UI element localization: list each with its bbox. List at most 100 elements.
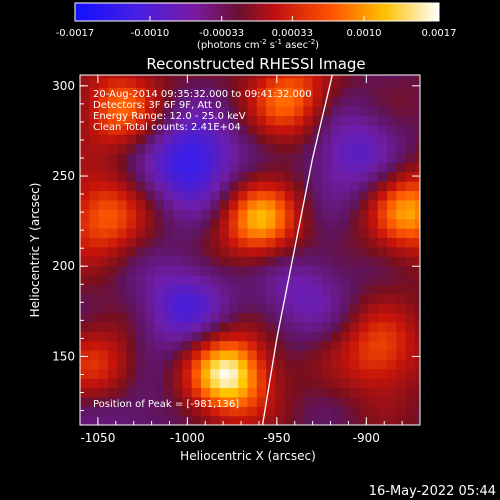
heatmap-cell [247,274,258,285]
heatmap-cell [359,152,370,163]
heatmap-cell [266,143,277,154]
heatmap-cell [191,209,202,220]
heatmap-cell [331,199,342,210]
heatmap-cell [228,331,239,342]
heatmap-cell [387,378,397,389]
heatmap-cell [284,321,295,332]
heatmap-cell [98,218,109,229]
heatmap-cell [135,96,146,107]
heatmap-cell [321,265,332,276]
heatmap-cell [228,265,239,276]
heatmap-cell [154,349,165,360]
heatmap-cell [377,387,388,398]
heatmap-cell [228,171,239,182]
heatmap-cell [396,115,407,126]
heatmap-cell [154,96,165,107]
heatmap-cell [89,237,100,248]
heatmap-cell [331,274,342,285]
heatmap-cell [368,274,379,285]
heatmap-cell [349,293,360,304]
heatmap-cell [135,274,146,285]
heatmap-cell [107,256,118,267]
heatmap-cell [163,124,174,135]
heatmap-cell [89,227,100,238]
heatmap-cell [359,237,370,248]
heatmap-cell [368,415,379,425]
heatmap-cell [303,265,314,276]
heatmap-cell [359,368,370,379]
heatmap-cell [331,340,342,351]
heatmap-cell [135,227,146,238]
heatmap-cell [154,75,165,79]
heatmap-cell [377,152,388,163]
heatmap-cell [163,312,174,323]
heatmap-cell [238,152,249,163]
heatmap-cell [349,312,360,323]
heatmap-cell [321,190,332,201]
heatmap-cell [256,237,267,248]
heatmap-cell [107,349,118,360]
heatmap-cell [331,115,342,126]
heatmap-cell [312,331,323,342]
annotation-energy-range: Energy Range: 12.0 - 25.0 keV [93,111,246,122]
heatmap-cell [107,162,118,173]
heatmap-cell [89,265,100,276]
heatmap-cell [275,331,286,342]
heatmap-cell [228,115,239,126]
heatmap-cell [247,303,258,314]
heatmap-cell [256,246,267,257]
heatmap-cell [387,246,397,257]
heatmap-cell [126,162,137,173]
heatmap-cell [303,312,314,323]
heatmap-cell [340,340,351,351]
heatmap-cell [107,199,118,210]
heatmap-cell [89,284,100,295]
heatmap-cell [266,106,277,117]
heatmap-cell [256,75,267,79]
heatmap-cell [266,190,277,201]
heatmap-cell [349,227,360,238]
heatmap-cell [349,190,360,201]
heatmap-cell [331,284,342,295]
heatmap-cell [163,340,174,351]
heatmap-cell [284,75,295,79]
heatmap-cell [126,246,137,257]
heatmap-cell [405,284,416,295]
heatmap-cell [107,396,118,407]
heatmap-cell [396,265,407,276]
heatmap-cell [182,359,193,370]
heatmap-cell [303,237,314,248]
heatmap-cell [396,396,407,407]
heatmap-cell [312,106,323,117]
heatmap-cell [312,124,323,135]
heatmap-cell [200,87,211,98]
heatmap-cell [256,331,267,342]
heatmap-cell [368,199,379,210]
heatmap-cell [135,75,146,79]
heatmap-cell [256,152,267,163]
heatmap-cell [173,124,183,135]
heatmap-cell [219,415,230,425]
heatmap-cell [294,115,304,126]
heatmap-cell [89,406,100,417]
heatmap-cell [173,331,183,342]
heatmap-cell [368,256,379,267]
heatmap-cell [349,237,360,248]
heatmap-cell [294,152,304,163]
heatmap-cell [117,321,128,332]
heatmap-cell [126,96,137,107]
heatmap-cell [191,293,202,304]
heatmap-cell [368,246,379,257]
heatmap-cell [303,415,314,425]
heatmap-cell [173,209,183,220]
heatmap-cell [219,246,230,257]
heatmap-cell [256,115,267,126]
heatmap-cell [191,227,202,238]
colorbar: -0.0017 -0.0010 -0.00033 0.00033 0.0010 0.001… [56,2,457,51]
heatmap-cell [117,415,128,425]
heatmap-cell [89,181,100,192]
heatmap-cell [219,124,230,135]
heatmap-cell [377,321,388,332]
heatmap-cell [312,274,323,285]
heatmap-cell [349,77,360,88]
